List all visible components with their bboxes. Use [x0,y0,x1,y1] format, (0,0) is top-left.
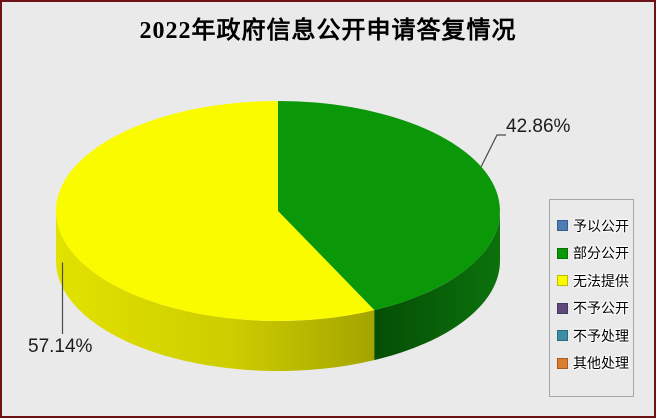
legend-swatch-other [557,357,568,369]
legend-item-partial: 部分公开 [550,240,633,268]
legend-swatch-granted [557,220,568,232]
chart-title: 2022年政府信息公开申请答复情况 [139,18,517,44]
data-label-partial-disclosure: 42.86% [506,116,571,137]
legend-swatch-unable [557,275,568,287]
legend-label-granted: 予以公开 [573,219,629,235]
legend-swatch-partial [557,247,568,259]
legend-label-unable: 无法提供 [573,274,629,290]
leader-line-green-label [480,134,506,168]
legend-label-not-processed: 不予处理 [573,329,629,345]
legend-item-other: 其他处理 [550,350,633,378]
legend-item-not-processed: 不予处理 [550,322,633,350]
legend-item-unable: 无法提供 [550,267,633,295]
pie-side-partial-disclosure [374,211,500,361]
legend-swatch-refused [557,302,568,314]
legend-label-other: 其他处理 [573,357,629,373]
legend-label-partial: 部分公开 [573,247,629,263]
legend-item-granted: 予以公开 [550,212,633,240]
legend-label-refused: 不予公开 [573,302,629,318]
pie-slice-unable-to-provide [55,101,375,322]
legend-item-refused: 不予公开 [550,295,633,323]
pie-side-unable-to-provide [56,211,375,371]
data-label-unable-to-provide: 57.14% [28,336,93,357]
chart-legend: 予以公开 部分公开 无法提供 不予公开 不予处理 其他处理 [549,199,634,397]
pie-slice-partial-disclosure [278,101,500,311]
legend-swatch-not-processed [557,330,568,342]
